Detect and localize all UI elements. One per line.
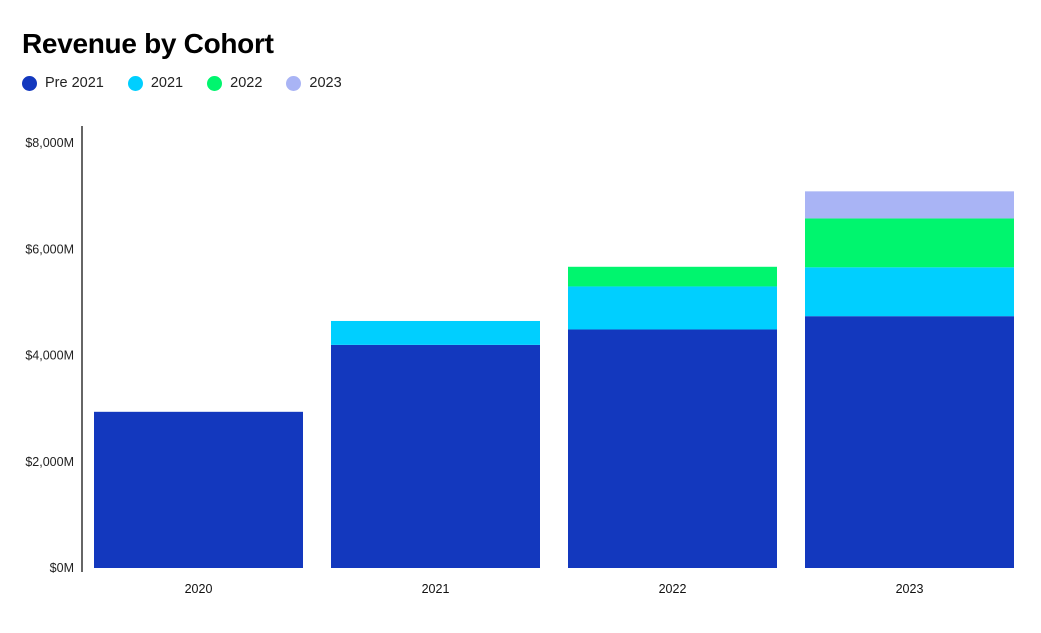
bar-2023-2023[interactable] <box>805 191 1014 219</box>
legend-swatch-2022 <box>207 75 223 91</box>
x-axis-labels: 2020 2021 2022 2023 <box>185 582 924 596</box>
legend-label-2022: 2022 <box>230 75 263 91</box>
y-tick-label: $8,000M <box>25 136 74 150</box>
legend-label-2021: 2021 <box>150 75 184 91</box>
y-tick-label: $2,000M <box>25 455 74 469</box>
y-tick-label: $0M <box>50 561 74 575</box>
legend-swatch-2023 <box>286 75 302 91</box>
x-tick-label-2023: 2023 <box>896 582 924 596</box>
bar-2023-2021[interactable] <box>805 267 1014 317</box>
legend-item-pre-2021: Pre 2021 <box>22 75 104 91</box>
legend-label-pre-2021: Pre 2021 <box>45 75 104 91</box>
bar-2022-2022[interactable] <box>568 266 777 287</box>
chart-title: Revenue by Cohort <box>22 28 274 59</box>
x-tick-label-2020: 2020 <box>185 582 213 596</box>
y-axis-ticks: $0M $2,000M $4,000M $6,000M $8,000M <box>25 136 74 575</box>
x-tick-label-2021: 2021 <box>422 582 450 596</box>
legend-item-2021: 2021 <box>127 75 184 91</box>
legend-label-2023: 2023 <box>309 75 342 91</box>
y-tick-label: $4,000M <box>25 349 74 363</box>
legend-item-2022: 2022 <box>207 75 262 91</box>
bar-2021-pre-2021[interactable] <box>331 344 540 568</box>
x-tick-label-2022: 2022 <box>659 582 687 596</box>
bar-2023-pre-2021[interactable] <box>805 316 1014 568</box>
y-tick-label: $6,000M <box>25 242 74 256</box>
bar-2022-pre-2021[interactable] <box>568 329 777 568</box>
bar-2022-2021[interactable] <box>568 286 777 330</box>
legend-item-2023: 2023 <box>286 75 342 91</box>
legend-swatch-2021 <box>127 75 143 91</box>
chart-legend: Pre 2021 2021 2022 2023 <box>22 75 366 91</box>
legend-swatch-pre-2021 <box>22 75 37 91</box>
bars <box>94 191 1014 568</box>
bar-2023-2022[interactable] <box>805 218 1014 268</box>
bar-2021-2021[interactable] <box>331 320 540 345</box>
bar-2020-pre-2021[interactable] <box>94 411 303 568</box>
